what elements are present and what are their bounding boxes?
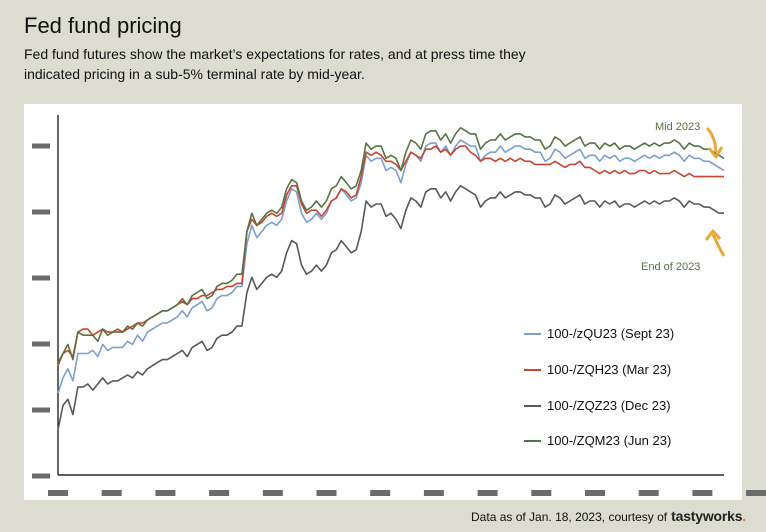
arrow-mid-2023 (705, 126, 718, 153)
chart-title: Fed fund pricing (24, 13, 182, 38)
series-line-3 (57, 127, 725, 363)
arrow-end-2023 (711, 233, 726, 257)
x-tick-label-10 (585, 490, 605, 496)
y-tick-label-4 (32, 407, 50, 413)
legend-item-zqm23: 100-/ZQM23 (Jun 23) (524, 433, 671, 448)
x-tick-label-9 (531, 490, 552, 496)
y-tick-label-2 (32, 275, 50, 281)
series-line-0 (57, 139, 725, 394)
arrow-head-mid-2023 (707, 146, 724, 159)
x-tick-label-6 (370, 490, 391, 496)
legend-swatch-zqz23 (524, 404, 541, 407)
legend-item-zqh23: 100-/ZQH23 (Mar 23) (524, 362, 671, 377)
y-tick-label-1 (32, 209, 50, 215)
x-tick-label-12 (692, 490, 713, 496)
x-tick-label-5 (316, 490, 337, 496)
source-footer: Data as of Jan. 18, 2023, courtesy of ta… (471, 508, 746, 524)
legend-swatch-zqh23 (524, 368, 541, 371)
brand-logo: tastyworks. (671, 508, 746, 524)
x-tick-label-7 (423, 490, 444, 496)
annotation-mid-2023: Mid 2023 (655, 121, 701, 133)
y-tick-label-0 (32, 143, 50, 149)
x-tick-label-11 (638, 490, 659, 496)
x-tick-label-13 (746, 490, 766, 496)
legend-item-zqu23: 100-/zQU23 (Sept 23) (524, 326, 674, 341)
legend-label-zqh23: 100-/ZQH23 (Mar 23) (547, 362, 672, 377)
legend-label-zqz23: 100-/ZQZ23 (Dec 23) (547, 398, 671, 413)
brand-dot: . (742, 508, 746, 524)
x-tick-label-1 (101, 490, 122, 496)
legend-item-zqz23: 100-/ZQZ23 (Dec 23) (524, 398, 671, 413)
chart-panel (24, 104, 742, 500)
x-tick-label-0 (48, 490, 68, 496)
y-tick-label-3 (32, 341, 50, 347)
x-tick-label-8 (477, 490, 498, 496)
legend-swatch-zqu23 (524, 332, 541, 335)
x-tick-label-4 (262, 490, 283, 496)
legend-label-zqm23: 100-/ZQM23 (Jun 23) (547, 433, 672, 448)
source-text: Data as of Jan. 18, 2023, courtesy of (471, 510, 668, 524)
legend-swatch-zqm23 (524, 439, 541, 442)
brand-name: tastyworks (671, 508, 743, 524)
y-tick-label-5 (32, 473, 50, 479)
legend-label-zqu23: 100-/zQU23 (Sept 23) (547, 326, 675, 341)
series-line-2 (57, 185, 724, 430)
x-tick-label-3 (209, 490, 230, 496)
arrow-head-end-2023 (704, 229, 722, 241)
annotation-end-2023: End of 2023 (641, 261, 701, 273)
x-tick-label-2 (155, 490, 176, 496)
chart-subtitle: Fed fund futures show the market’s expec… (24, 46, 526, 82)
